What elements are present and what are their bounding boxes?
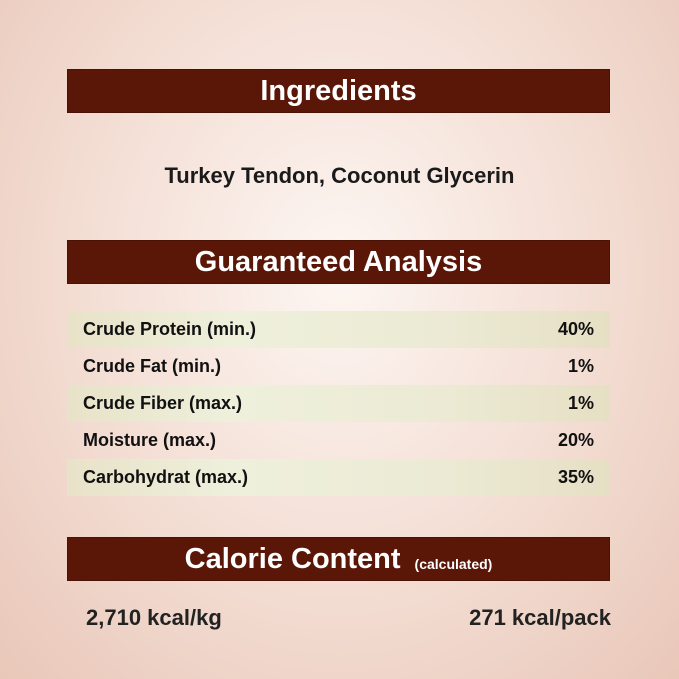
row-value: 35% [557,467,594,487]
analysis-banner: Guaranteed Analysis [67,240,610,284]
row-label: Moisture (max.) [83,430,217,450]
row-value: 1% [567,393,594,413]
calorie-per-kg: 2,710 kcal/kg [86,605,222,630]
row-value: 40% [557,319,594,339]
row-label: Crude Fiber (max.) [83,393,243,413]
ingredients-banner: Ingredients [67,69,610,113]
row-label: Carbohydrat (max.) [83,467,249,487]
analysis-row: Moisture (max.) 20% [67,422,610,459]
calorie-title: Calorie Content [184,542,401,575]
analysis-row: Crude Protein (min.) 40% [67,311,610,348]
calorie-per-pack: 271 kcal/pack [469,605,611,630]
row-label: Crude Fat (min.) [83,356,221,376]
calorie-note: (calculated) [414,556,493,572]
row-value: 20% [557,430,594,450]
row-label: Crude Protein (min.) [83,319,257,339]
analysis-row: Crude Fiber (max.) 1% [67,385,610,422]
row-value: 1% [567,356,594,376]
analysis-row: Crude Fat (min.) 1% [67,348,610,385]
ingredients-text: Turkey Tendon, Coconut Glycerin [164,163,515,188]
analysis-row: Carbohydrat (max.) 35% [67,459,610,496]
calorie-banner: Calorie Content (calculated) [67,537,610,581]
analysis-title: Guaranteed Analysis [194,245,483,278]
ingredients-title: Ingredients [260,74,417,107]
